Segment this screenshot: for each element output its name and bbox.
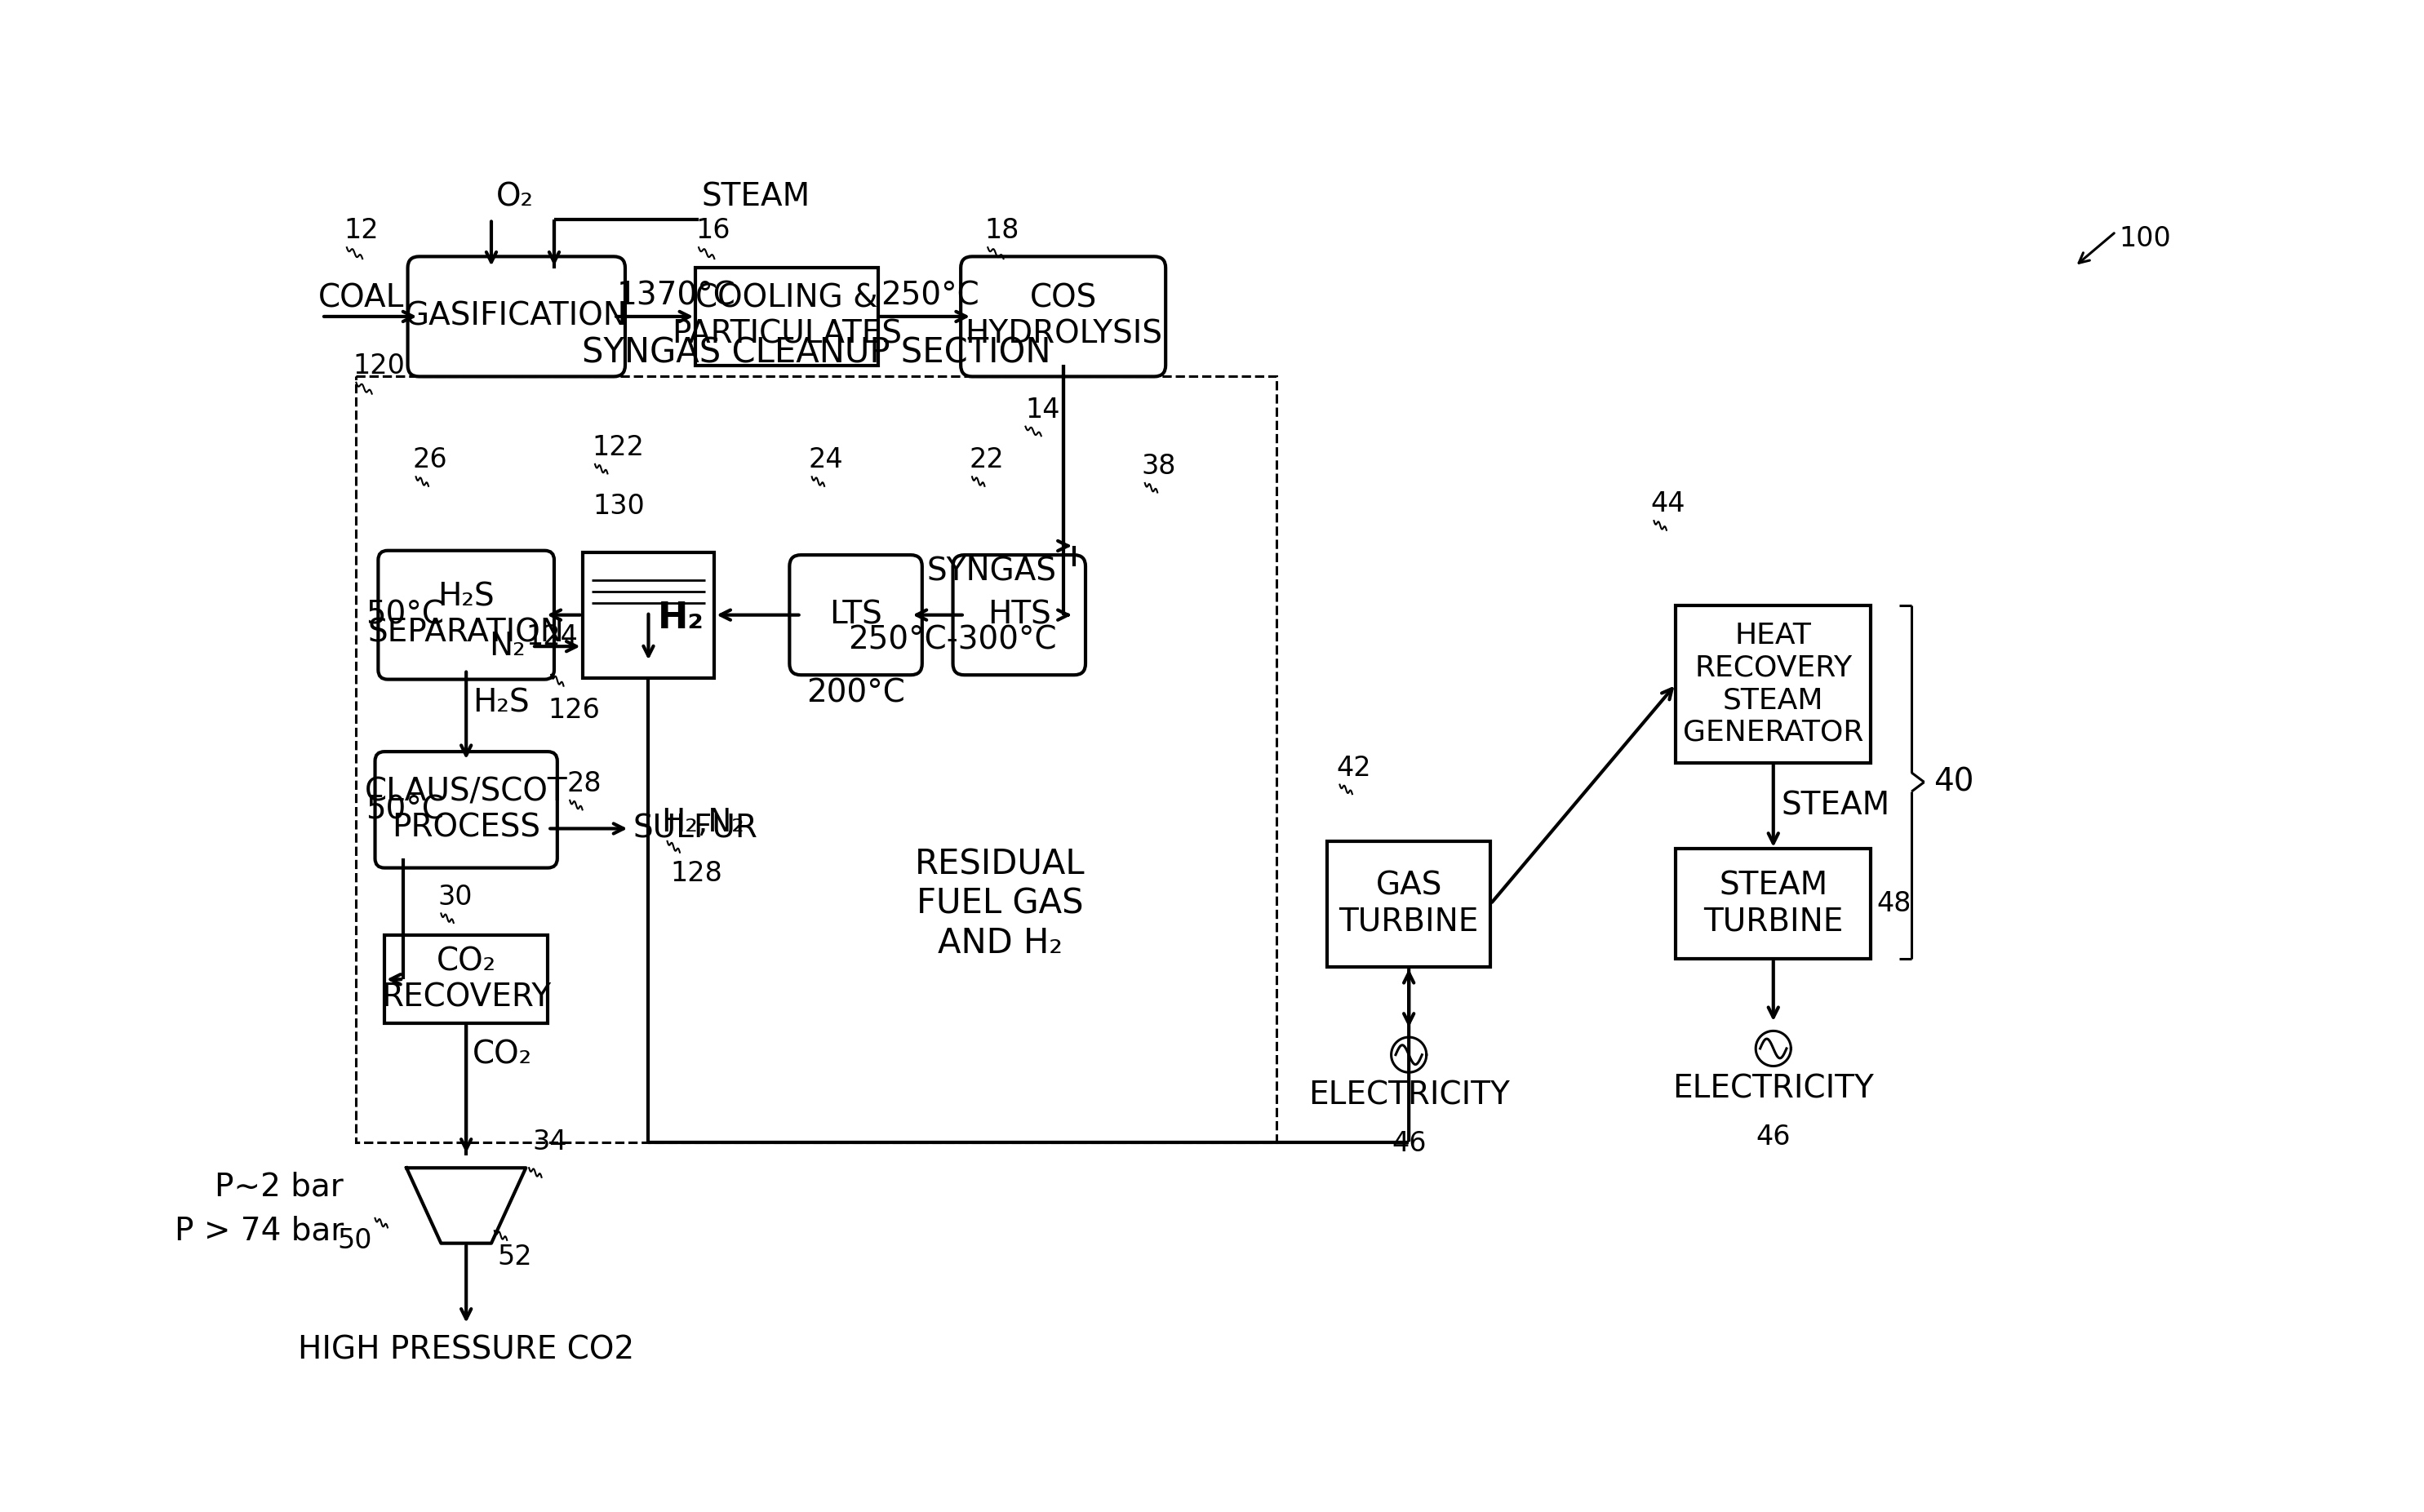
Text: LTS: LTS <box>829 599 882 631</box>
Text: SYNGAS CLEANUP SECTION: SYNGAS CLEANUP SECTION <box>582 336 1052 370</box>
Text: HTS: HTS <box>987 599 1052 631</box>
Text: 1370°C: 1370°C <box>618 281 737 311</box>
Text: H₂,N₂: H₂,N₂ <box>662 807 744 838</box>
Text: RESIDUAL
FUEL GAS
AND H₂: RESIDUAL FUEL GAS AND H₂ <box>916 847 1086 960</box>
Text: 50°C: 50°C <box>366 599 444 631</box>
Text: STEAM
TURBINE: STEAM TURBINE <box>1704 871 1842 937</box>
Text: 42: 42 <box>1336 754 1372 782</box>
Text: 100: 100 <box>2119 225 2172 253</box>
Text: 50°C: 50°C <box>366 794 444 826</box>
Text: 124: 124 <box>526 623 577 650</box>
FancyBboxPatch shape <box>407 257 625 376</box>
FancyBboxPatch shape <box>960 257 1166 376</box>
Text: HIGH PRESSURE CO2: HIGH PRESSURE CO2 <box>298 1335 635 1365</box>
Text: H₂S
SEPARATION: H₂S SEPARATION <box>368 582 565 649</box>
Text: 22: 22 <box>970 446 1004 473</box>
Text: STEAM: STEAM <box>1782 791 1891 821</box>
Text: 250°C: 250°C <box>880 281 979 311</box>
Text: CO₂
RECOVERY: CO₂ RECOVERY <box>381 947 550 1013</box>
FancyBboxPatch shape <box>953 555 1086 674</box>
Text: 200°C: 200°C <box>807 677 904 709</box>
Text: 122: 122 <box>591 434 645 461</box>
Text: COOLING &
PARTICULATES: COOLING & PARTICULATES <box>671 283 902 349</box>
Text: 28: 28 <box>567 770 601 797</box>
Text: 12: 12 <box>344 218 378 245</box>
Bar <box>696 268 877 366</box>
Text: SULFUR: SULFUR <box>633 813 756 844</box>
Text: 34: 34 <box>533 1128 567 1155</box>
Text: 14: 14 <box>1025 396 1059 423</box>
Text: 46: 46 <box>1755 1123 1791 1151</box>
Text: CLAUS/SCOT
PROCESS: CLAUS/SCOT PROCESS <box>364 776 567 844</box>
Bar <box>1675 605 1871 762</box>
Text: ELECTRICITY: ELECTRICITY <box>1309 1080 1510 1111</box>
Text: 26: 26 <box>412 446 448 473</box>
Text: 48: 48 <box>1876 891 1913 918</box>
Bar <box>1328 841 1491 966</box>
FancyBboxPatch shape <box>378 550 555 679</box>
Text: 40: 40 <box>1934 767 1973 798</box>
Bar <box>1675 850 1871 959</box>
Text: O₂: O₂ <box>497 181 533 213</box>
Text: 16: 16 <box>696 218 730 245</box>
FancyBboxPatch shape <box>790 555 921 674</box>
Text: CO₂: CO₂ <box>473 1039 533 1070</box>
Text: 250°C-300°C: 250°C-300°C <box>848 624 1057 655</box>
Text: SYNGAS: SYNGAS <box>926 556 1057 587</box>
Text: 126: 126 <box>548 697 601 724</box>
Text: P∼2 bar: P∼2 bar <box>216 1172 344 1202</box>
Bar <box>385 936 548 1024</box>
Text: 46: 46 <box>1391 1129 1425 1157</box>
Text: GAS
TURBINE: GAS TURBINE <box>1338 871 1479 937</box>
Text: 44: 44 <box>1651 491 1685 517</box>
Text: N₂: N₂ <box>490 631 526 662</box>
Text: COAL: COAL <box>318 283 405 313</box>
Text: 18: 18 <box>984 218 1018 245</box>
Text: GASIFICATION: GASIFICATION <box>405 301 628 333</box>
Text: STEAM: STEAM <box>703 181 810 213</box>
Text: 130: 130 <box>594 493 645 520</box>
Text: COS
HYDROLYSIS: COS HYDROLYSIS <box>965 283 1161 349</box>
Text: 24: 24 <box>810 446 844 473</box>
Text: 120: 120 <box>354 352 405 380</box>
Text: 52: 52 <box>497 1243 533 1270</box>
Text: 128: 128 <box>671 860 722 888</box>
Text: H₂: H₂ <box>657 600 705 635</box>
Text: H₂S: H₂S <box>473 688 528 718</box>
Text: ELECTRICITY: ELECTRICITY <box>1673 1074 1874 1105</box>
Text: 50: 50 <box>337 1228 371 1255</box>
Text: HEAT
RECOVERY
STEAM
GENERATOR: HEAT RECOVERY STEAM GENERATOR <box>1682 621 1864 747</box>
Text: 38: 38 <box>1142 454 1176 479</box>
Text: 30: 30 <box>439 883 473 910</box>
Text: P > 74 bar: P > 74 bar <box>175 1216 344 1246</box>
Bar <box>582 552 715 677</box>
FancyBboxPatch shape <box>376 751 558 868</box>
Bar <box>356 376 1277 1143</box>
